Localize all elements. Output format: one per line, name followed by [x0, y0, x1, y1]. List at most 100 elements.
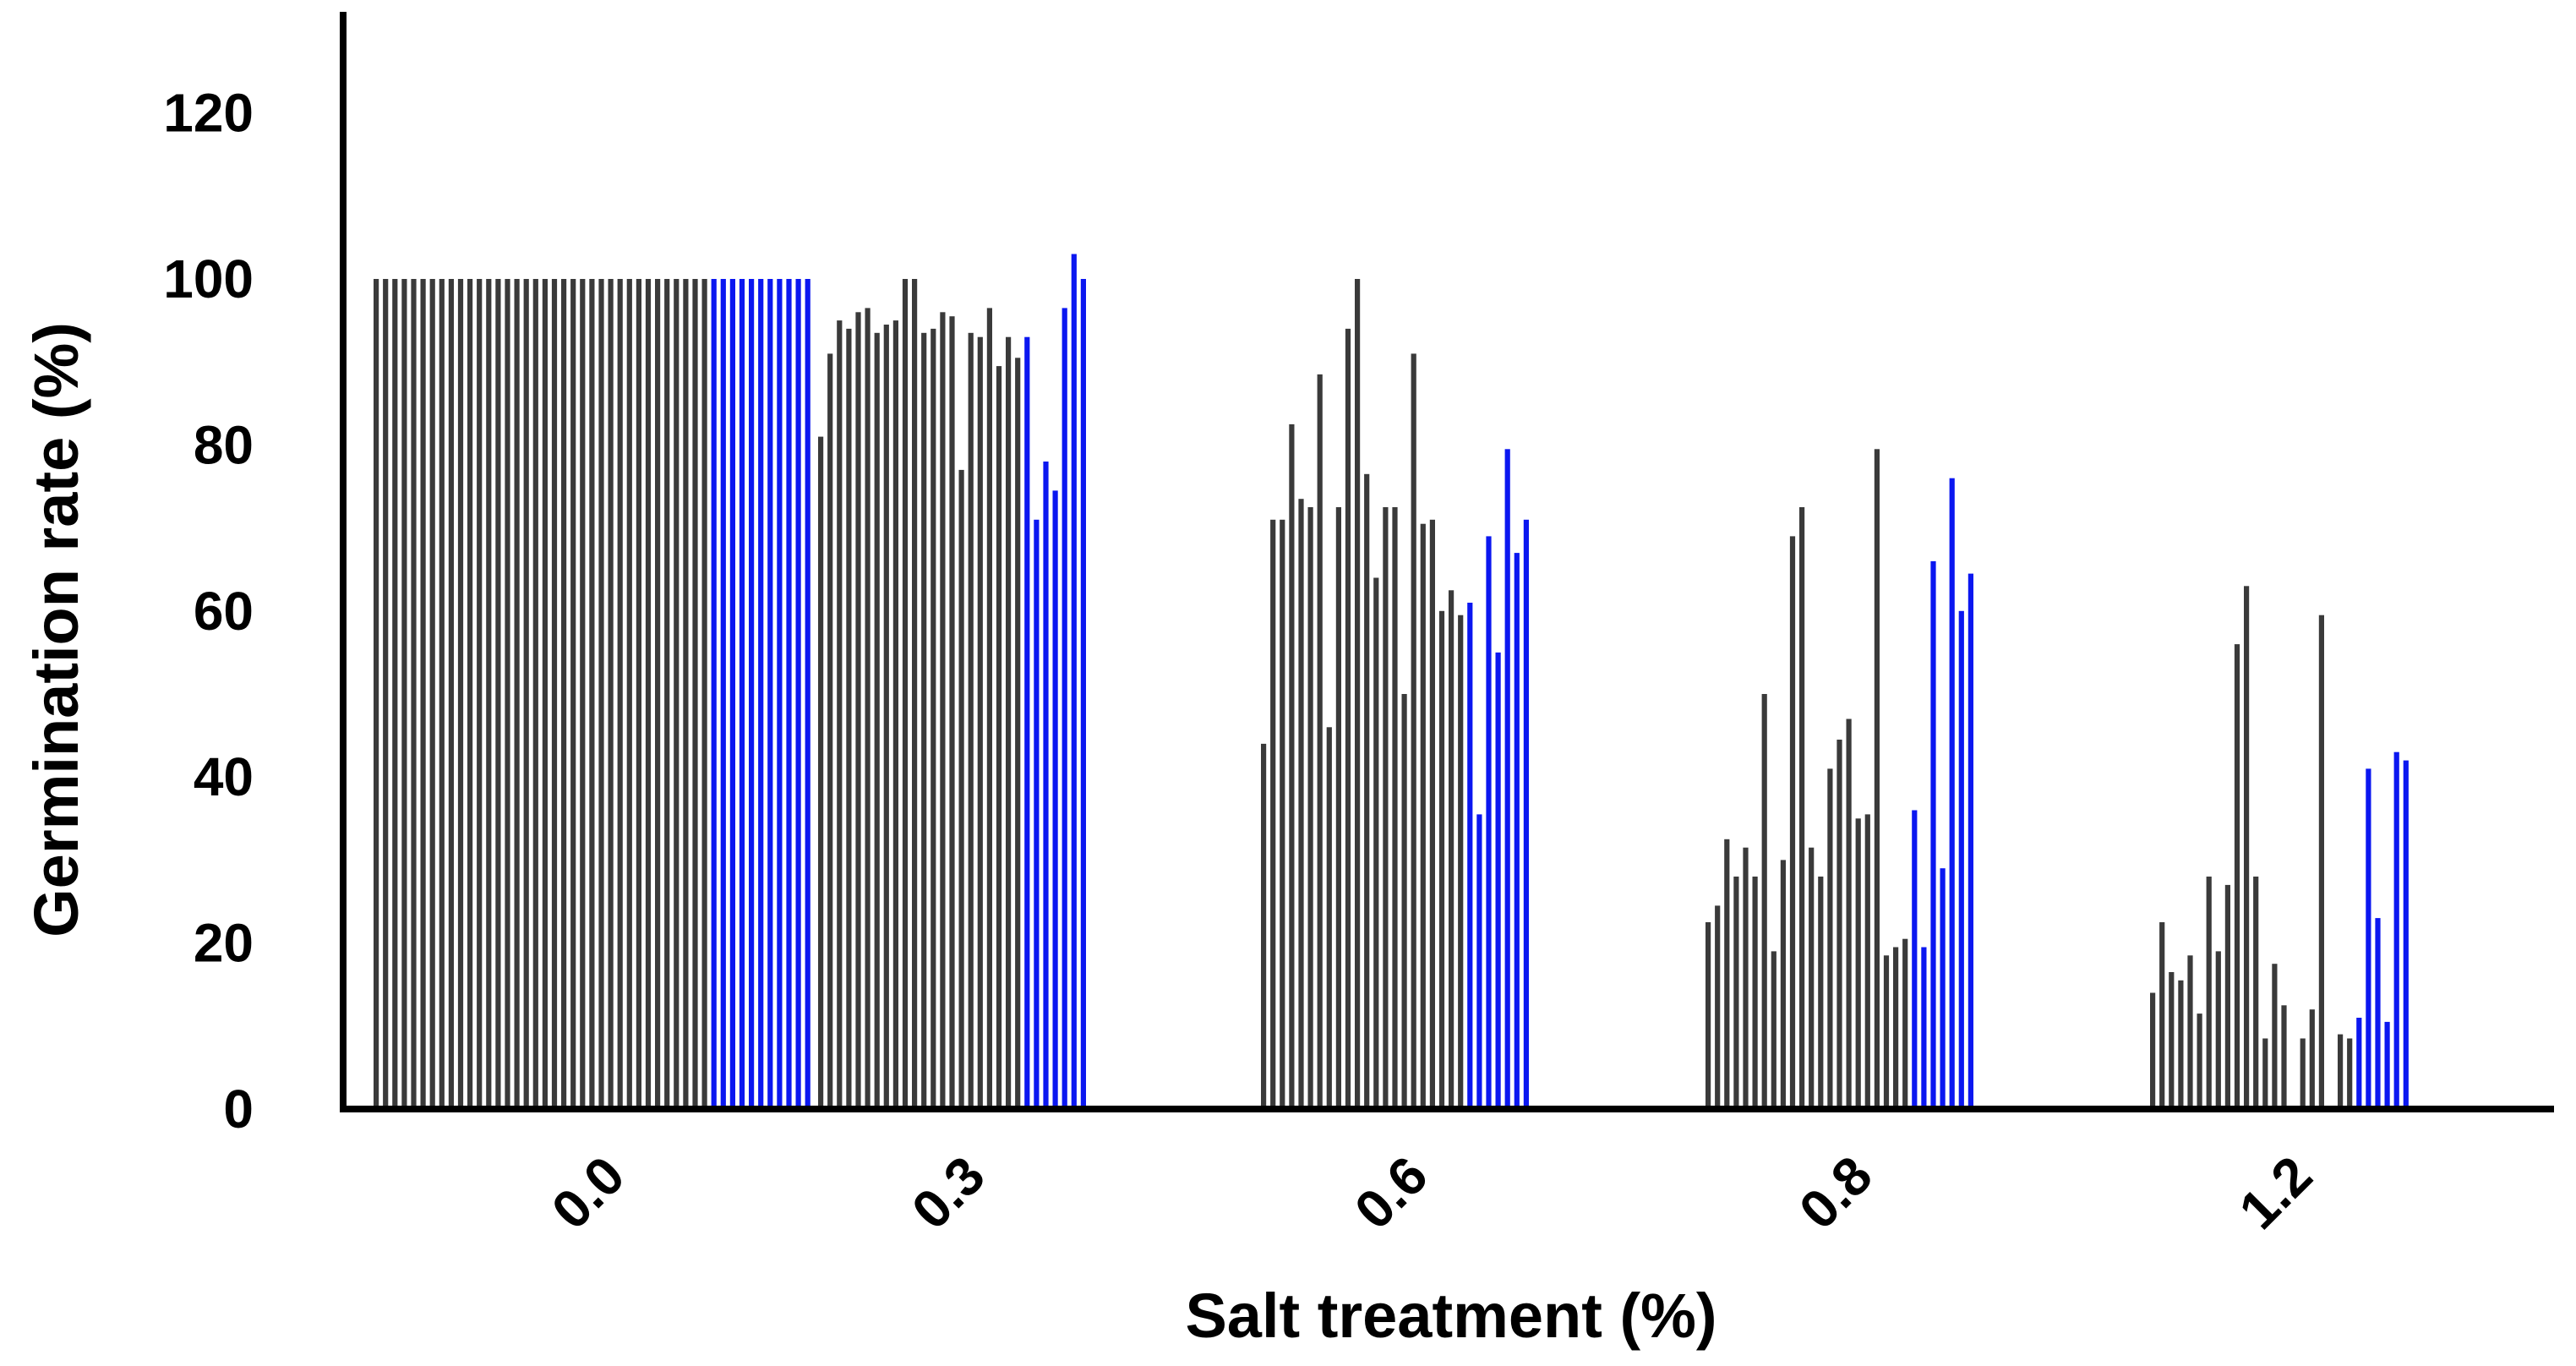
bar-series-a	[892, 320, 898, 1110]
bar-series-b	[1495, 652, 1501, 1109]
bar-series-b	[767, 279, 773, 1109]
bar-series-a	[542, 279, 548, 1109]
bar-series-a	[1280, 519, 1285, 1109]
bar-series-a	[855, 312, 861, 1109]
bar-series-b	[1514, 553, 1520, 1109]
bar-series-b	[1476, 814, 1482, 1109]
bar-series-a	[902, 279, 909, 1109]
bar-series-a	[1392, 507, 1398, 1109]
bar-series-a	[1874, 449, 1880, 1109]
x-tick-labels: 0.0 0.3 0.6 0.8 1.2	[540, 1145, 2323, 1241]
bar-series-a	[636, 279, 641, 1109]
bar-series-a	[1789, 536, 1796, 1109]
bar-series-a	[411, 279, 417, 1109]
bar-series-b	[1486, 536, 1492, 1109]
bar-series-a	[1326, 727, 1332, 1109]
bar-series-a	[2197, 1014, 2202, 1109]
bar-series-a	[457, 279, 464, 1109]
bar-series-a	[2281, 1005, 2287, 1110]
bar-series-a	[2187, 955, 2193, 1109]
bar-series-a	[921, 332, 927, 1109]
bar-series-b	[805, 279, 810, 1109]
bar-series-a	[1015, 358, 1021, 1109]
bar-series-a	[626, 279, 632, 1109]
bar-series-b	[1080, 279, 1086, 1109]
bar-series-a	[2215, 951, 2221, 1109]
bar-series-a	[2206, 877, 2212, 1109]
bar-series-a	[1345, 328, 1351, 1109]
bar-series-b	[1043, 462, 1049, 1109]
y-tick-label: 40	[194, 746, 254, 807]
bar-series-a	[1383, 507, 1389, 1109]
bar-series-a	[1743, 847, 1749, 1109]
bar-series-a	[1902, 938, 1908, 1109]
bar-series-a	[1818, 877, 1824, 1109]
bar-series-a	[1438, 610, 1445, 1109]
bar-series-a	[1289, 423, 1295, 1109]
x-tick-label: 1.2	[2227, 1145, 2323, 1241]
bar-series-a	[1335, 507, 1341, 1109]
bar-series-a	[1883, 955, 1890, 1109]
bar-series-a	[1270, 519, 1276, 1109]
bar-series-a	[1420, 523, 1426, 1109]
bar-series-a	[1836, 740, 1842, 1109]
bar-series-a	[949, 316, 955, 1109]
bar-series-b	[1052, 490, 1058, 1109]
bar-series-a	[617, 279, 623, 1109]
bar-series-a	[645, 279, 652, 1109]
y-axis-title: Germination rate (%)	[21, 322, 91, 937]
bar-series-b	[2403, 760, 2409, 1109]
bar-series-b	[1071, 254, 1077, 1109]
bar-series-a	[931, 328, 936, 1109]
bar-series-a	[448, 279, 454, 1109]
x-tick-label: 0.6	[1343, 1145, 1439, 1241]
x-tick-label: 0.3	[900, 1145, 996, 1241]
bar-series-b	[1940, 868, 1946, 1109]
bar-series-a	[1827, 768, 1833, 1109]
bar-series-a	[674, 279, 679, 1109]
bar-series-b	[1024, 336, 1030, 1109]
bar-series-b	[1921, 947, 1927, 1109]
bar-series-b	[1949, 478, 1955, 1109]
bar-series-a	[598, 279, 604, 1109]
y-tick-label: 20	[194, 913, 254, 974]
bar-series-a	[2338, 1034, 2344, 1109]
bar-series-a	[846, 328, 852, 1109]
bar-series-a	[968, 332, 974, 1109]
bar-series-a	[374, 279, 379, 1109]
bar-series-a	[883, 325, 889, 1109]
bar-series-a	[912, 279, 918, 1109]
bar-series-b	[711, 279, 717, 1109]
x-axis-title: Salt treatment (%)	[1185, 1281, 1716, 1351]
bar-series-a	[655, 279, 661, 1109]
bar-series-b	[2356, 1018, 2362, 1109]
bar-series-a	[827, 353, 833, 1109]
bar-series-a	[1411, 353, 1416, 1109]
bar-series-a	[495, 279, 501, 1109]
bar-series-b	[729, 279, 735, 1109]
bar-series-a	[977, 336, 983, 1109]
bar-series-b	[2366, 768, 2371, 1109]
bar-series-a	[401, 279, 407, 1109]
bar-series-a	[477, 279, 483, 1109]
y-tick-label: 100	[163, 249, 254, 309]
x-tick-label: 0.0	[540, 1145, 636, 1241]
bar-series-a	[1761, 694, 1767, 1109]
bar-series-b	[1958, 610, 1964, 1109]
bar-series-a	[439, 279, 445, 1109]
bar-series-a	[2159, 922, 2165, 1109]
bars-layer	[374, 254, 2409, 1110]
bar-series-b	[1912, 810, 1918, 1109]
bar-series-b	[1062, 308, 1067, 1109]
bar-series-a	[420, 279, 426, 1109]
bar-series-a	[1364, 473, 1370, 1109]
bar-series-a	[1458, 615, 1464, 1109]
bar-series-a	[996, 366, 1002, 1110]
bar-series-a	[1846, 719, 1852, 1109]
bar-series-a	[1893, 947, 1899, 1109]
bar-series-a	[818, 436, 824, 1109]
bar-series-a	[2234, 644, 2240, 1109]
bar-series-a	[561, 279, 567, 1109]
bar-series-a	[1752, 877, 1758, 1109]
